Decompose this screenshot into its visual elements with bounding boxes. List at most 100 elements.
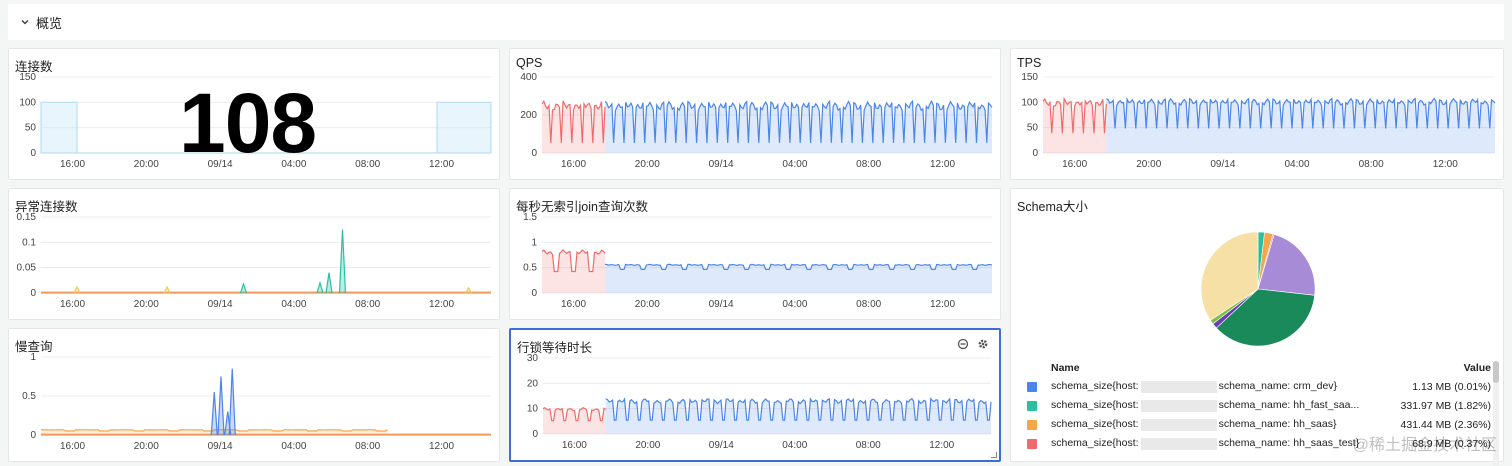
legend-series-name[interactable]: schema_size{host: schema_name: hh_saas_te… — [1051, 437, 1363, 450]
x-tick-label: 16:00 — [60, 299, 85, 310]
gear-icon[interactable] — [977, 338, 989, 350]
panel-title: TPS — [1017, 56, 1042, 70]
y-tick-label: 1 — [531, 237, 537, 248]
series-line — [604, 99, 993, 143]
x-tick-label: 16:00 — [1062, 159, 1087, 170]
legend-series-name[interactable]: schema_size{host: schema_name: crm_dev} — [1051, 380, 1363, 393]
panel-qps[interactable]: QPS 0 200 400 16:00 20:00 09/14 04:00 08:00 12:0… — [509, 48, 1001, 180]
legend-name-prefix: schema_size{host: — [1051, 399, 1139, 412]
series-area — [542, 249, 605, 293]
legend-scrollbar[interactable] — [1493, 361, 1499, 466]
x-tick-label: 04:00 — [782, 440, 807, 451]
y-tick-label: 0.05 — [17, 263, 37, 274]
x-tick-label: 12:00 — [1433, 159, 1458, 170]
x-tick-label: 20:00 — [635, 299, 660, 310]
legend-name-prefix: schema_size{host: — [1051, 437, 1139, 450]
y-tick-label: 200 — [520, 110, 537, 121]
legend-value: 1.13 MB (0.01%) — [1412, 380, 1491, 393]
y-tick-label: 10 — [527, 404, 539, 415]
row-header-overview[interactable]: 概览 — [8, 4, 1504, 40]
panel-schema-size[interactable]: Schema大小 Name Value schema_size{host: sch… — [1010, 188, 1504, 466]
panel-abnormal-connections[interactable]: 异常连接数 0 0.05 0.1 0.15 16:00 20:00 09/14 04:00 08… — [8, 188, 500, 320]
legend-series-name[interactable]: schema_size{host: schema_name: hh_saas} — [1051, 418, 1363, 431]
legend-swatch[interactable] — [1027, 400, 1037, 411]
y-tick-label: 0.5 — [22, 391, 36, 402]
panel-title: 每秒无索引join查询次数 — [516, 200, 648, 214]
x-tick-label: 16:00 — [562, 440, 587, 451]
legend-row[interactable]: schema_size{host: schema_name: crm_dev} 1.… — [1025, 377, 1503, 396]
noindex-join-chart: 0 0.5 1 1.5 16:00 20:00 09/14 04:00 08:00 12:00 — [523, 212, 993, 310]
legend-swatch[interactable] — [1027, 438, 1037, 449]
x-tick-label: 20:00 — [635, 159, 660, 170]
x-tick-label: 09/14 — [208, 159, 233, 170]
legend-name-suffix: schema_name: hh_saas} — [1218, 418, 1337, 431]
row-lock-chart: 0 10 20 30 16:00 20:00 09/14 04:00 08:00 12:00 — [527, 353, 992, 451]
spike-mark — [464, 286, 473, 294]
resize-handle[interactable] — [991, 452, 997, 458]
spike-mark — [73, 285, 81, 294]
spike-mark — [316, 280, 324, 294]
x-tick-label: 20:00 — [134, 441, 159, 452]
x-tick-label: 12:00 — [930, 299, 955, 310]
spike-mark — [338, 229, 347, 294]
legend-header-value[interactable]: Value — [1463, 362, 1491, 374]
redacted-host — [1140, 437, 1217, 450]
series-area — [436, 101, 492, 154]
panel-tps[interactable]: TPS 0 50 100 150 16:00 20:00 09/14 04:00 08:00 12… — [1010, 48, 1504, 180]
redacted-host — [1140, 418, 1217, 431]
x-tick-label: 08:00 — [355, 299, 380, 310]
x-tick-label: 04:00 — [281, 299, 306, 310]
row-title: 概览 — [36, 15, 63, 31]
series-line — [1042, 96, 1107, 134]
redacted-host — [1140, 399, 1217, 412]
spike-mark — [163, 285, 171, 294]
panel-title: 连接数 — [15, 60, 53, 74]
y-tick-label: 0 — [1032, 148, 1038, 159]
y-tick-label: 30 — [527, 353, 539, 364]
y-tick-label: 100 — [19, 97, 36, 108]
x-tick-label: 09/14 — [709, 299, 734, 310]
x-tick-label: 12:00 — [429, 159, 454, 170]
scrollbar-thumb[interactable] — [1493, 361, 1499, 383]
spike-mark — [239, 281, 248, 294]
legend-header-name[interactable]: Name — [1051, 362, 1080, 374]
x-tick-label: 12:00 — [930, 159, 955, 170]
y-tick-label: 1 — [30, 352, 36, 363]
x-tick-label: 16:00 — [561, 299, 586, 310]
series-area — [1043, 98, 1107, 153]
redacted-host — [1140, 380, 1217, 393]
series-line — [541, 249, 606, 273]
legend-row[interactable]: schema_size{host: schema_name: hh_fast_sa… — [1025, 396, 1503, 415]
chevron-down-icon[interactable] — [20, 17, 30, 27]
y-tick-label: 0 — [531, 288, 537, 299]
x-tick-label: 08:00 — [355, 441, 380, 452]
x-tick-label: 09/14 — [208, 299, 233, 310]
pie-slice[interactable] — [1257, 233, 1316, 296]
x-tick-label: 04:00 — [782, 299, 807, 310]
x-tick-label: 16:00 — [60, 159, 85, 170]
legend-series-name[interactable]: schema_size{host: schema_name: hh_fast_sa… — [1051, 399, 1363, 412]
series-line — [40, 429, 388, 432]
x-tick-label: 09/14 — [709, 159, 734, 170]
legend-row[interactable]: schema_size{host: schema_name: hh_saas} 43… — [1025, 415, 1503, 434]
legend-row[interactable]: schema_size{host: schema_name: hh_saas_te… — [1025, 434, 1503, 453]
x-tick-label: 04:00 — [281, 159, 306, 170]
qps-chart: 0 200 400 16:00 20:00 09/14 04:00 08:00 12:00 — [520, 72, 993, 170]
x-tick-label: 20:00 — [134, 299, 159, 310]
panel-noindex-join[interactable]: 每秒无索引join查询次数 0 0.5 1 1.5 16:00 20:00 09/14 04:… — [509, 188, 1001, 320]
x-tick-label: 20:00 — [1136, 159, 1161, 170]
tps-chart: 0 50 100 150 16:00 20:00 09/14 04:00 08:00 12:00 — [1021, 72, 1496, 170]
legend-swatch[interactable] — [1027, 419, 1037, 430]
y-tick-label: 0 — [30, 288, 36, 299]
panel-connections[interactable]: 连接数 0 50 100 150 16:00 20:00 09/14 04:00 08:00 12… — [8, 48, 500, 180]
panel-slow-query[interactable]: 慢查询 0 0.5 1 16:00 20:00 09/14 04:00 08:00 12:00 — [8, 328, 500, 462]
pie-slice[interactable] — [1200, 231, 1259, 321]
series-area — [605, 264, 992, 293]
pie-slice[interactable] — [1215, 288, 1315, 347]
panel-title: QPS — [516, 56, 543, 70]
x-tick-label: 09/14 — [1210, 159, 1235, 170]
x-tick-label: 08:00 — [856, 440, 881, 451]
legend-swatch[interactable] — [1027, 381, 1037, 392]
zoom-out-icon[interactable] — [957, 338, 969, 350]
panel-row-lock-wait[interactable]: 行锁等待时长 0 10 20 30 16:00 20:00 09/14 04:00 08:00 1… — [509, 328, 1001, 462]
